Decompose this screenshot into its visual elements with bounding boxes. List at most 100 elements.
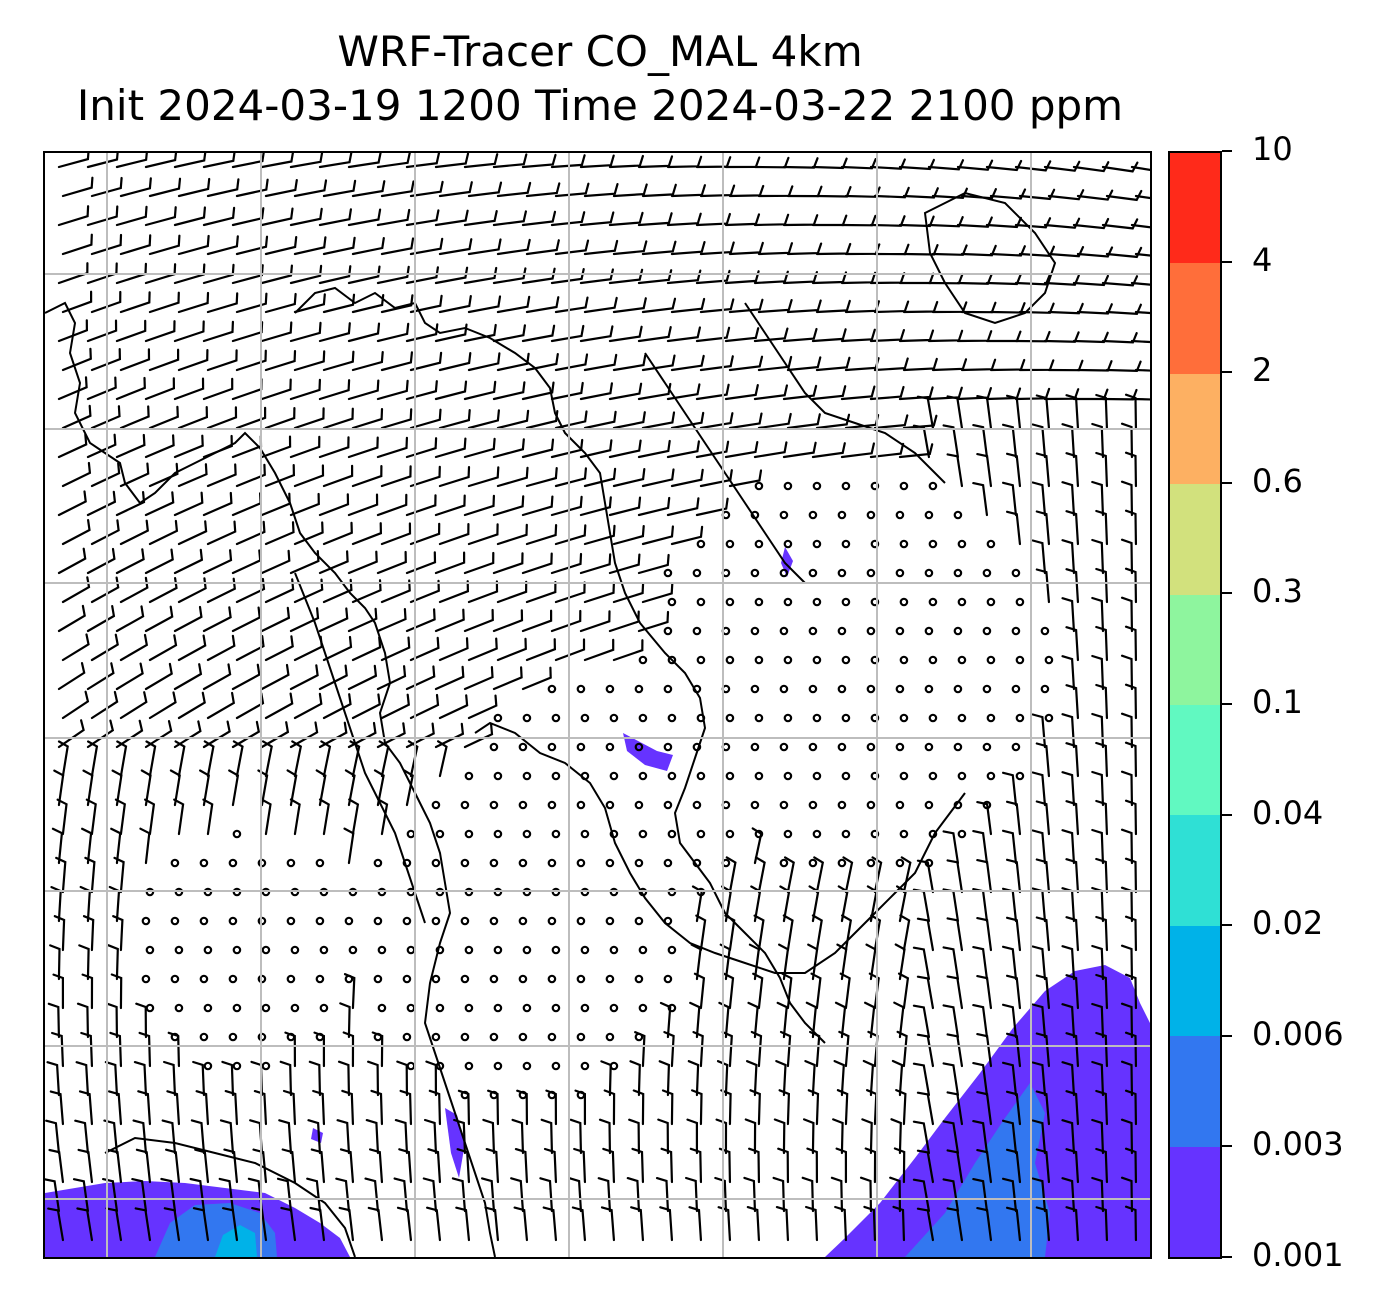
wind-barb	[467, 466, 500, 488]
wind-barb	[583, 239, 619, 256]
wind-barb	[916, 395, 935, 430]
calm-wind-marker	[431, 800, 441, 810]
wind-barb	[1006, 394, 1022, 430]
wind-barb	[169, 769, 181, 807]
wind-barb	[757, 412, 792, 430]
calm-wind-marker	[754, 713, 764, 723]
wind-barb	[1065, 510, 1080, 546]
calm-wind-marker	[228, 974, 238, 984]
calm-wind-marker	[692, 800, 702, 810]
wind-barb	[293, 236, 327, 256]
calm-wind-marker	[870, 481, 880, 491]
wind-barb	[989, 188, 1027, 200]
wind-barb	[467, 637, 498, 662]
wind-barb	[657, 1118, 670, 1155]
wind-barb	[699, 298, 735, 314]
calm-wind-marker	[605, 800, 615, 810]
wind-barb	[1002, 423, 1018, 459]
wind-barb	[608, 268, 644, 285]
calm-wind-marker	[1011, 626, 1021, 636]
wind-barb	[835, 1147, 848, 1184]
wind-barb	[339, 1002, 351, 1039]
calm-wind-marker	[228, 858, 238, 868]
wind-barb	[407, 740, 419, 778]
wind-barb	[289, 435, 321, 459]
wind-barb	[341, 1089, 355, 1126]
wind-barb	[1065, 1206, 1080, 1242]
wind-barb	[1061, 887, 1076, 923]
wind-barb	[135, 1148, 152, 1184]
wind-barb	[281, 1148, 297, 1184]
wind-barb	[840, 214, 877, 227]
wind-barb	[1061, 423, 1076, 459]
wind-barb	[115, 662, 144, 691]
wind-barb	[161, 1119, 177, 1155]
wind-barb	[600, 1206, 616, 1242]
wind-barb	[224, 1090, 239, 1126]
wind-barb	[902, 187, 939, 199]
wind-barb	[463, 380, 497, 401]
wind-barb	[61, 461, 92, 488]
wind-barb	[231, 549, 262, 575]
wind-barb	[57, 662, 86, 691]
wind-barb	[1134, 194, 1150, 200]
wind-barb	[438, 295, 472, 314]
wind-barb	[293, 293, 326, 314]
wind-barb	[86, 605, 116, 633]
wind-barb	[109, 1031, 123, 1068]
wind-barb	[608, 496, 642, 517]
wind-barb	[496, 181, 532, 198]
colorbar-tick	[1222, 1145, 1232, 1148]
wind-barb	[1124, 799, 1138, 836]
wind-barb	[86, 719, 115, 749]
wind-barb	[322, 635, 353, 662]
calm-wind-marker	[518, 858, 528, 868]
wind-barb	[376, 493, 408, 517]
wind-barb	[264, 407, 296, 430]
wind-barb	[367, 1060, 380, 1097]
calm-wind-marker	[464, 829, 474, 839]
wind-barb	[276, 1177, 293, 1213]
wind-barb	[113, 856, 125, 894]
wind-barb	[351, 180, 386, 198]
wind-barb	[1065, 568, 1080, 604]
wind-barb	[782, 384, 818, 401]
calm-wind-marker	[493, 945, 503, 955]
wind-barb	[946, 453, 964, 488]
wind-barb	[47, 1207, 65, 1242]
wind-barb	[463, 266, 498, 285]
colorbar-segment	[1170, 594, 1220, 706]
wind-barb	[554, 239, 590, 256]
wind-barb	[1031, 1177, 1047, 1213]
wind-barb	[364, 1177, 380, 1213]
wind-barb	[976, 801, 993, 836]
wind-barb	[264, 692, 294, 720]
wind-barb	[370, 1089, 384, 1126]
wind-barb	[916, 1207, 935, 1242]
wind-barb	[57, 153, 90, 169]
calm-wind-marker	[344, 916, 354, 926]
calm-wind-marker	[957, 829, 967, 839]
wind-barb	[695, 156, 732, 169]
calm-wind-marker	[866, 684, 876, 694]
wind-barb	[1061, 481, 1076, 517]
wind-barb	[753, 327, 789, 343]
wind-barb	[231, 378, 263, 401]
wind-barb	[689, 1147, 703, 1184]
wind-barb	[898, 272, 935, 285]
coastline-island-north	[923, 191, 1057, 325]
wind-barb	[282, 1089, 297, 1126]
calm-wind-marker	[638, 771, 648, 781]
wind-barb	[1065, 1032, 1080, 1068]
wind-barb	[1091, 422, 1105, 459]
wind-barb	[806, 1147, 819, 1184]
wind-barb	[347, 265, 381, 285]
wind-barb	[438, 694, 469, 720]
wind-barb	[260, 721, 290, 749]
calm-wind-marker	[899, 597, 909, 607]
calm-wind-marker	[667, 655, 677, 665]
wind-barb	[1002, 1003, 1018, 1039]
wind-barb	[291, 740, 303, 778]
wind-barb	[111, 769, 123, 807]
calm-wind-marker	[290, 945, 300, 955]
